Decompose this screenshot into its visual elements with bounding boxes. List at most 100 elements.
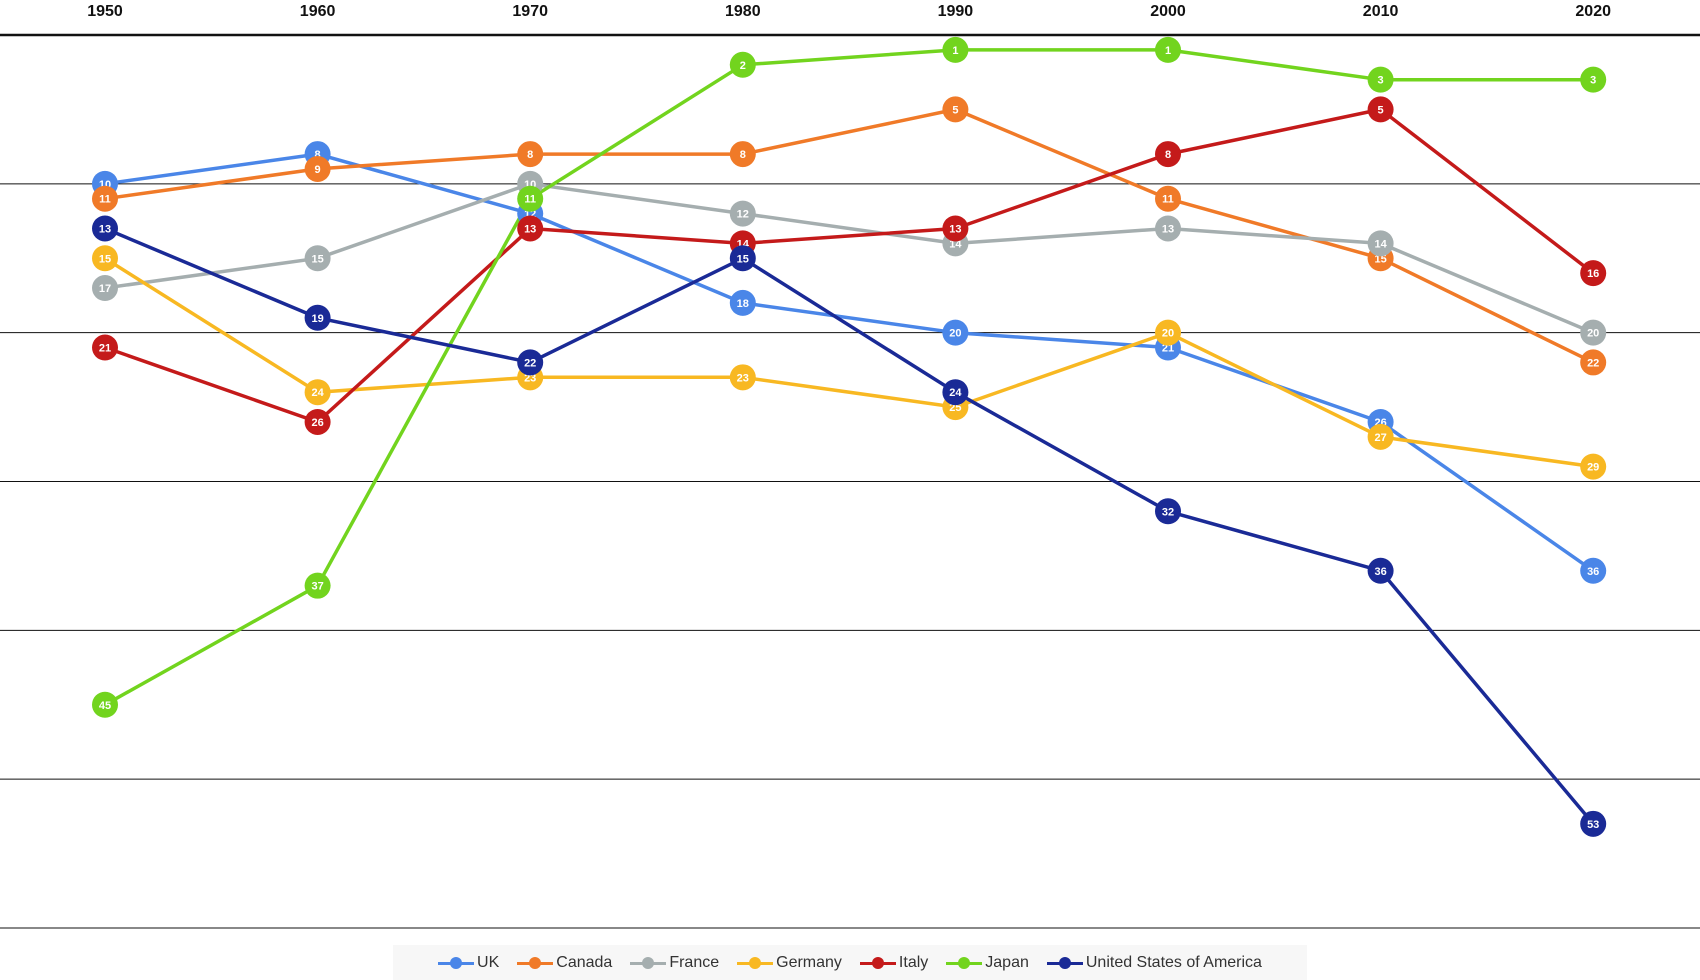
data-point-uk: 36	[1580, 557, 1607, 584]
x-tick-label: 2010	[1363, 3, 1399, 20]
x-tick-label: 1950	[87, 3, 123, 20]
data-label: 9	[315, 164, 321, 176]
data-point-japan: 3	[1367, 66, 1394, 93]
series-line-italy	[103, 107, 1595, 424]
data-point-canada: 22	[1580, 349, 1607, 376]
legend-label: Italy	[898, 953, 929, 971]
legend: UK Canada France Germany Italy Japan United St…	[393, 945, 1307, 980]
data-point-germany: 27	[1367, 423, 1394, 450]
point-marker	[517, 215, 544, 242]
data-label: 1	[952, 45, 958, 57]
data-label: 21	[1162, 343, 1174, 355]
line-chart: 1950 1960 1970 1980 1990 2000 2010 2020 1081218…	[0, 3, 1700, 929]
data-label: 14	[1374, 238, 1387, 250]
data-label: 22	[524, 357, 536, 369]
x-tick-label: 1980	[725, 3, 761, 20]
point-marker	[92, 334, 118, 361]
point-marker	[942, 379, 969, 406]
data-label: 36	[1587, 566, 1599, 578]
point-marker	[304, 572, 331, 599]
data-point-italy: 5	[1367, 96, 1394, 123]
data-label: 15	[1374, 253, 1386, 265]
data-point-united-states-of-america: 15	[729, 245, 756, 272]
data-label: 20	[1162, 328, 1174, 340]
data-label: 26	[311, 417, 323, 429]
data-label: 23	[524, 372, 536, 384]
data-label: 5	[1378, 104, 1384, 116]
data-label: 8	[1165, 149, 1171, 161]
data-point-japan: 11	[517, 185, 544, 212]
point-marker	[92, 275, 118, 302]
point-marker	[517, 141, 544, 168]
data-point-canada: 9	[304, 155, 331, 182]
legend-item-united-states-of-america: United States of America	[1046, 953, 1262, 972]
legend-item-germany: Germany	[737, 954, 842, 972]
legend-swatch	[517, 956, 554, 969]
point-marker	[1155, 185, 1181, 212]
point-marker	[1580, 260, 1607, 287]
data-label: 15	[311, 253, 323, 265]
point-marker	[1580, 66, 1607, 93]
point-marker	[517, 185, 544, 212]
point-marker	[1155, 215, 1181, 242]
data-point-france: 20	[1580, 319, 1607, 346]
point-marker	[304, 155, 331, 182]
legend-label: United States of America	[1085, 953, 1262, 971]
point-marker	[1580, 349, 1607, 376]
legend-item-france: France	[630, 954, 719, 972]
series-line-united-states-of-america	[103, 226, 1595, 826]
data-label: 13	[99, 223, 111, 235]
data-label: 18	[737, 298, 749, 310]
data-label: 5	[952, 104, 958, 116]
data-label: 14	[949, 238, 962, 250]
legend-item-japan: Japan	[946, 954, 1029, 972]
data-label: 53	[1587, 819, 1599, 831]
data-point-canada: 8	[729, 141, 756, 168]
data-point-italy: 13	[942, 215, 969, 242]
data-point-italy: 26	[304, 408, 331, 435]
data-point-france: 12	[729, 200, 756, 227]
legend-label: UK	[477, 953, 500, 971]
point-marker	[92, 185, 118, 212]
data-label: 19	[311, 313, 323, 325]
data-label: 8	[527, 149, 533, 161]
data-point-canada: 11	[92, 185, 118, 212]
data-label: 13	[949, 223, 961, 235]
point-marker	[729, 51, 756, 78]
point-marker	[942, 96, 969, 123]
legend-swatch	[946, 956, 983, 969]
data-label: 24	[311, 387, 324, 399]
data-label: 24	[949, 387, 962, 399]
data-label: 45	[99, 700, 111, 712]
data-label: 17	[99, 283, 111, 295]
point-marker	[304, 408, 331, 435]
point-marker	[1580, 453, 1607, 480]
data-label: 16	[1587, 268, 1599, 280]
data-label: 32	[1162, 506, 1174, 518]
legend-item-canada: Canada	[517, 954, 612, 972]
point-marker	[1580, 557, 1607, 584]
data-label: 13	[524, 223, 536, 235]
series-lines	[103, 48, 1595, 826]
data-label: 20	[949, 328, 961, 340]
point-marker	[304, 245, 331, 272]
point-marker	[942, 215, 969, 242]
point-marker	[729, 245, 756, 272]
data-label: 29	[1587, 462, 1599, 474]
data-label: 3	[1590, 75, 1596, 87]
data-point-germany: 23	[729, 364, 756, 391]
point-marker	[942, 36, 969, 63]
legend-item-italy: Italy	[859, 953, 929, 972]
point-marker	[1155, 319, 1181, 346]
point-marker	[304, 379, 331, 406]
data-point-france: 17	[92, 275, 118, 302]
data-point-japan: 2	[729, 51, 756, 78]
data-label: 15	[737, 253, 749, 265]
data-label: 3	[1378, 75, 1384, 87]
x-tick-label: 1970	[512, 3, 548, 20]
data-label: 1	[1165, 45, 1171, 57]
data-label: 13	[1162, 223, 1174, 235]
x-tick-label: 1960	[300, 3, 336, 20]
